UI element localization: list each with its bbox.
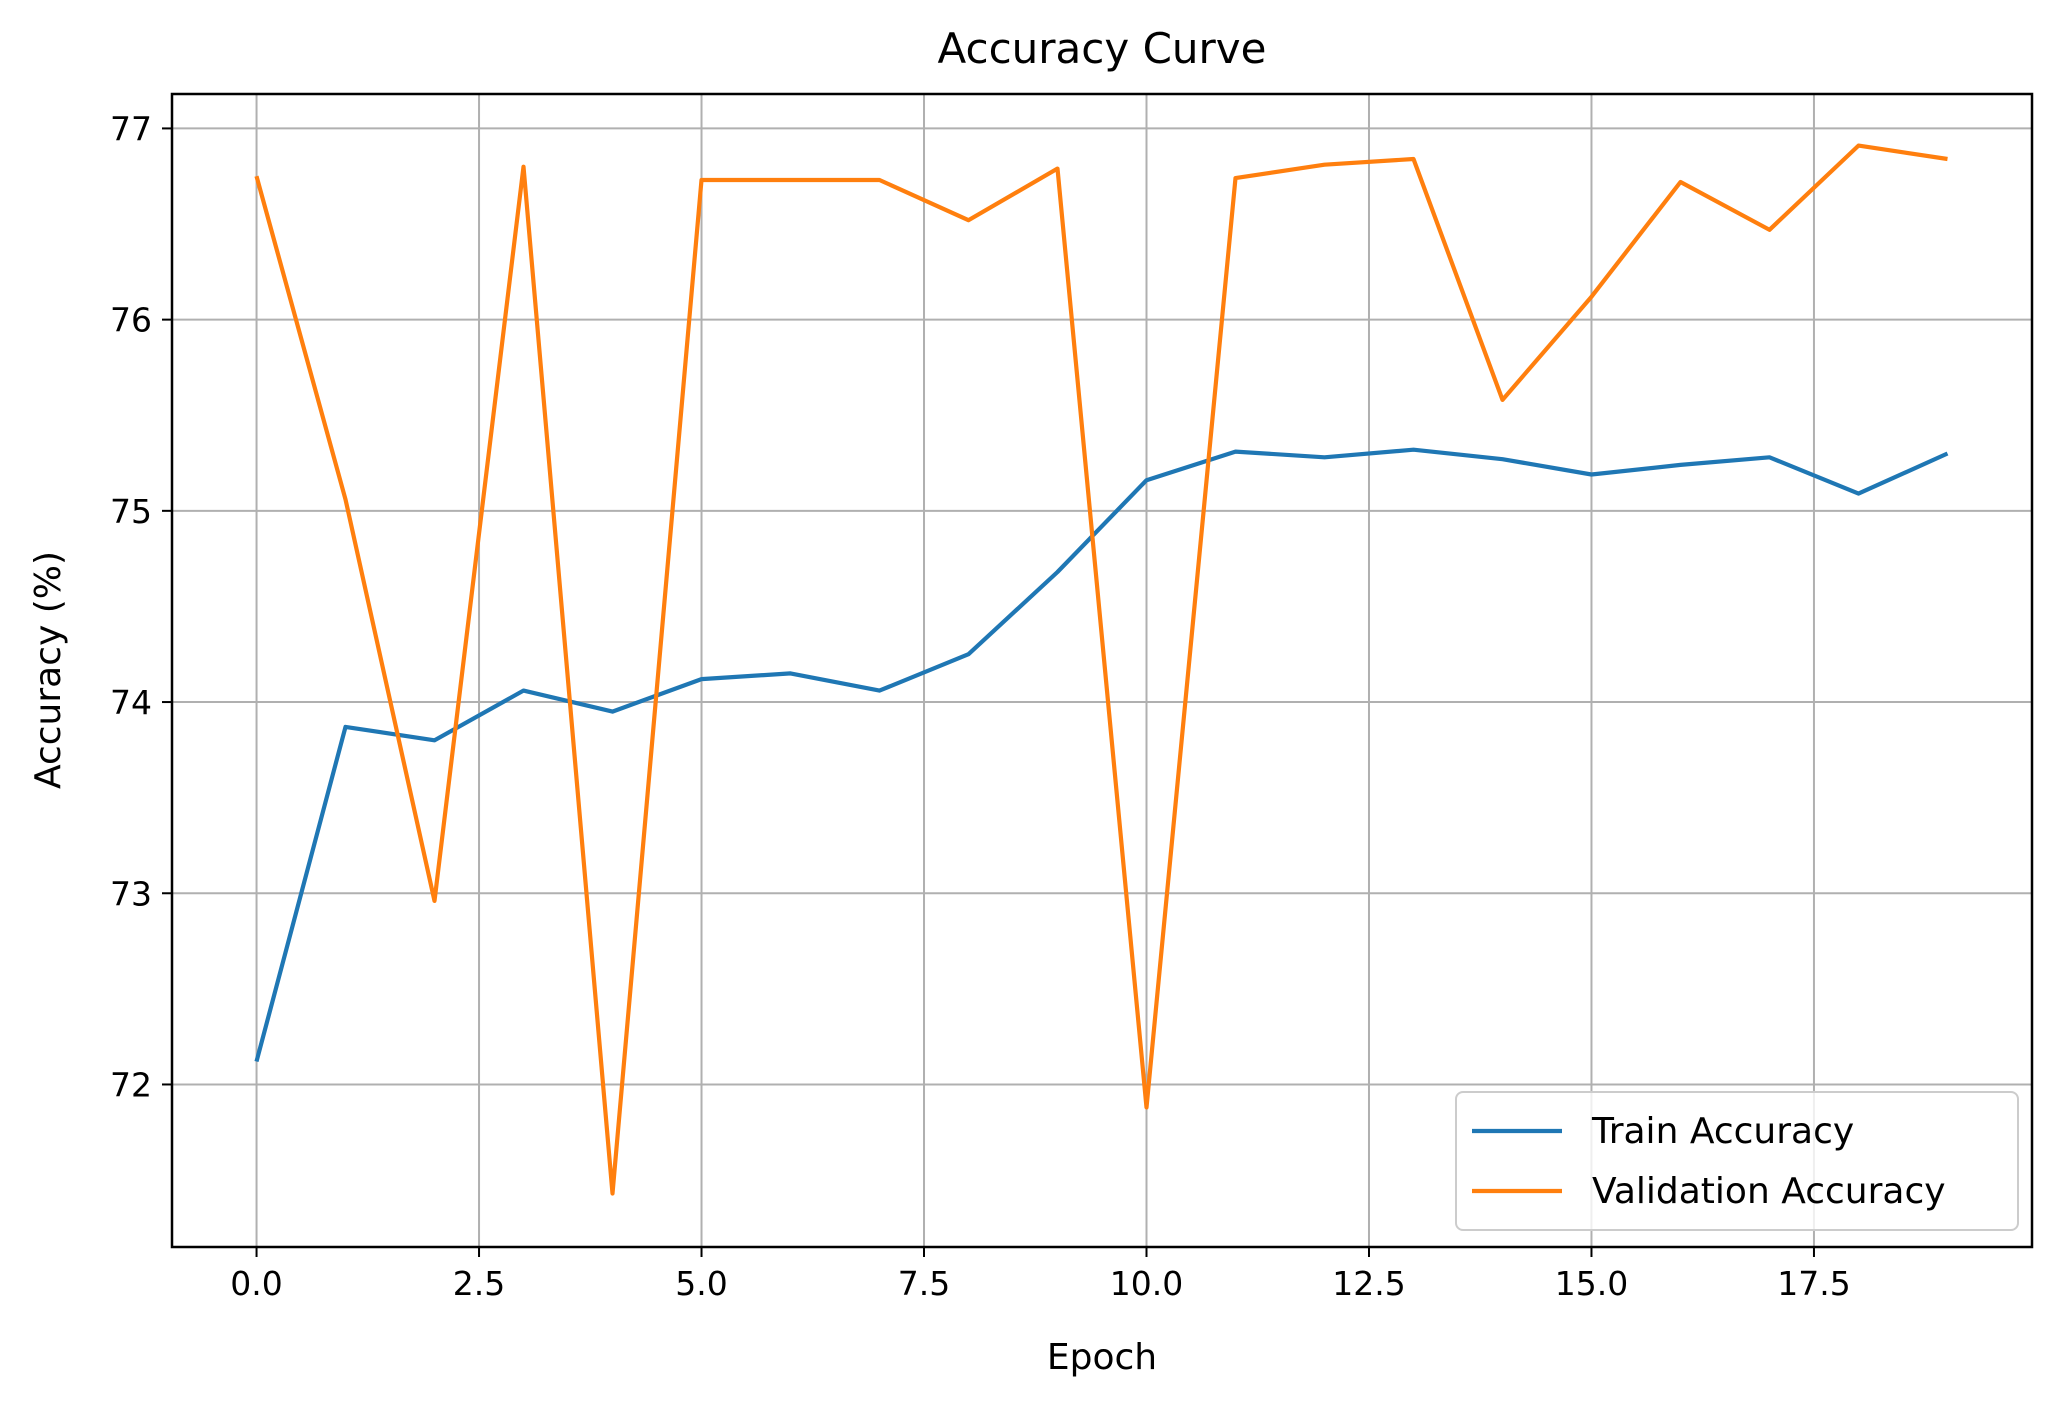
x-axis-ticks: 0.0 2.5 5.0 7.5 10.0 12.5 15.0 17.5: [230, 1247, 1851, 1303]
grid: [172, 94, 2032, 1247]
x-tick-label: 7.5: [898, 1264, 950, 1303]
y-tick-label: 72: [110, 1065, 152, 1104]
x-tick-label: 0.0: [230, 1264, 282, 1303]
y-tick-label: 74: [110, 683, 152, 722]
x-tick-label: 17.5: [1777, 1264, 1850, 1303]
validation-accuracy-line: [254, 143, 1948, 1196]
y-tick-label: 73: [110, 874, 152, 913]
train-accuracy-line: [254, 447, 1949, 1063]
y-tick-label: 77: [110, 109, 152, 148]
x-axis-label: Epoch: [1047, 1337, 1157, 1378]
series-lines: [254, 143, 1949, 1196]
x-tick-label: 15.0: [1555, 1264, 1628, 1303]
legend-label-validation: Validation Accuracy: [1592, 1171, 1946, 1212]
legend-box: [1455, 1091, 2019, 1231]
x-tick-label: 10.0: [1110, 1264, 1183, 1303]
y-tick-label: 76: [110, 301, 152, 340]
chart-title: Accuracy Curve: [937, 24, 1266, 73]
y-axis-ticks: 72 73 74 75 76 77: [110, 109, 172, 1104]
x-tick-label: 12.5: [1332, 1264, 1405, 1303]
legend: Train Accuracy Validation Accuracy: [1455, 1091, 2019, 1231]
x-tick-label: 2.5: [453, 1264, 505, 1303]
y-tick-label: 75: [110, 492, 152, 531]
x-tick-label: 5.0: [675, 1264, 727, 1303]
legend-label-train: Train Accuracy: [1591, 1111, 1854, 1152]
plot-frame: [170, 92, 2034, 1249]
y-axis-label: Accuracy (%): [28, 551, 69, 789]
